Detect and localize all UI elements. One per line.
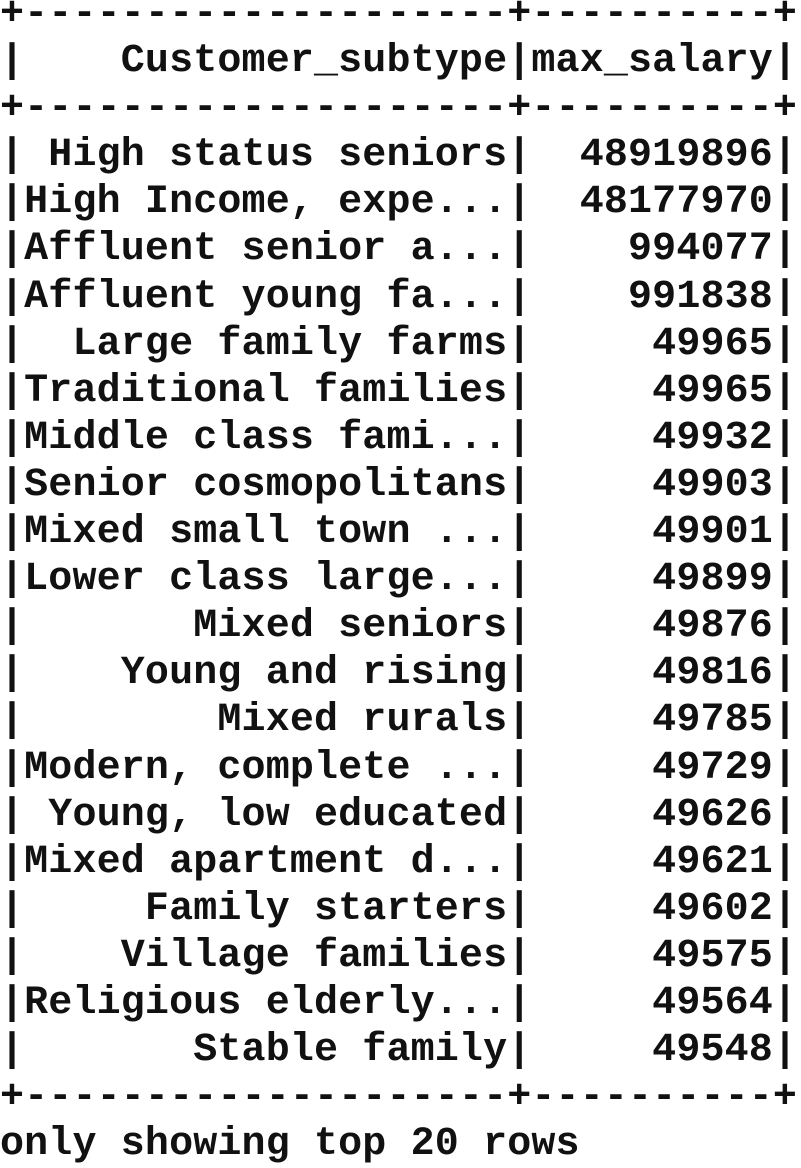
max-salary-cell: 49621: [531, 839, 773, 885]
customer-subtype-cell: Affluent senior a...: [24, 227, 508, 273]
max-salary-cell: 49965: [531, 321, 773, 367]
table-row: |Middle class fami...| 49932|: [0, 415, 798, 461]
table-body: | High status seniors| 48919896| |High In…: [0, 132, 797, 1074]
table-row: |Senior cosmopolitans| 49903|: [0, 462, 798, 508]
table-row: |Affluent senior a...| 994077|: [0, 227, 798, 273]
customer-subtype-cell: Large family farms: [24, 321, 508, 367]
table-row: |Religious elderly...| 49564|: [0, 980, 798, 1026]
table-row: | Mixed rurals| 49785|: [0, 698, 798, 744]
max-salary-cell: 49932: [531, 415, 773, 461]
table-row: |High Income, expe...| 48177970|: [0, 180, 798, 226]
footer-message: only showing top 20 rows: [0, 1122, 580, 1168]
max-salary-cell: 49903: [531, 462, 773, 508]
customer-subtype-cell: Religious elderly...: [24, 980, 508, 1026]
max-salary-cell: 49575: [531, 933, 773, 979]
customer-subtype-cell: Mixed small town ...: [24, 510, 508, 556]
table-row: |Traditional families| 49965|: [0, 368, 798, 414]
column-header-max-salary: max_salary: [531, 39, 773, 85]
customer-subtype-cell: Mixed rurals: [24, 698, 508, 744]
table-row: |Modern, complete ...| 49729|: [0, 745, 798, 791]
customer-subtype-cell: Mixed seniors: [24, 604, 508, 650]
max-salary-cell: 49602: [531, 886, 773, 932]
customer-subtype-cell: Affluent young fa...: [24, 274, 508, 320]
table-row: |Lower class large...| 49899|: [0, 557, 798, 603]
table-row: |Mixed apartment d...| 49621|: [0, 839, 798, 885]
table-border-header: +--------------------+----------+: [0, 86, 798, 132]
table-row: | Young, low educated| 49626|: [0, 792, 798, 838]
customer-subtype-cell: Senior cosmopolitans: [24, 462, 508, 508]
table-row: | Stable family| 49548|: [0, 1028, 798, 1074]
max-salary-cell: 49729: [531, 745, 773, 791]
table-row: |Mixed small town ...| 49901|: [0, 510, 798, 556]
max-salary-cell: 49548: [531, 1028, 773, 1074]
customer-subtype-cell: Lower class large...: [24, 557, 508, 603]
customer-subtype-cell: Young and rising: [24, 651, 508, 697]
customer-subtype-cell: Village families: [24, 933, 508, 979]
max-salary-cell: 49816: [531, 651, 773, 697]
customer-subtype-cell: Stable family: [24, 1028, 508, 1074]
column-header-customer-subtype: Customer_subtype: [24, 39, 508, 85]
table-border-top: +--------------------+----------+: [0, 0, 798, 37]
max-salary-cell: 48919896: [531, 133, 773, 179]
table-row: | Village families| 49575|: [0, 933, 798, 979]
max-salary-cell: 991838: [531, 274, 773, 320]
customer-subtype-cell: Mixed apartment d...: [24, 839, 508, 885]
table-row: | Young and rising| 49816|: [0, 651, 798, 697]
table-row: |Affluent young fa...| 991838|: [0, 274, 798, 320]
customer-subtype-cell: Young, low educated: [24, 792, 508, 838]
max-salary-cell: 994077: [531, 227, 773, 273]
max-salary-cell: 49785: [531, 698, 773, 744]
table-row: | Large family farms| 49965|: [0, 321, 798, 367]
table-header-row: | Customer_subtype|max_salary|: [0, 39, 798, 85]
max-salary-cell: 49564: [531, 980, 773, 1026]
customer-subtype-cell: Traditional families: [24, 368, 508, 414]
max-salary-cell: 48177970: [531, 180, 773, 226]
customer-subtype-cell: Middle class fami...: [24, 415, 508, 461]
customer-subtype-cell: High status seniors: [24, 133, 508, 179]
table-border-bottom: +--------------------+----------+: [0, 1075, 798, 1121]
table-row: | Mixed seniors| 49876|: [0, 604, 798, 650]
max-salary-cell: 49965: [531, 368, 773, 414]
customer-subtype-cell: Modern, complete ...: [24, 745, 508, 791]
max-salary-cell: 49901: [531, 510, 773, 556]
table-row: | Family starters| 49602|: [0, 886, 798, 932]
table-row: | High status seniors| 48919896|: [0, 133, 798, 179]
max-salary-cell: 49626: [531, 792, 773, 838]
customer-subtype-cell: Family starters: [24, 886, 508, 932]
max-salary-cell: 49899: [531, 557, 773, 603]
max-salary-cell: 49876: [531, 604, 773, 650]
customer-subtype-cell: High Income, expe...: [24, 180, 508, 226]
